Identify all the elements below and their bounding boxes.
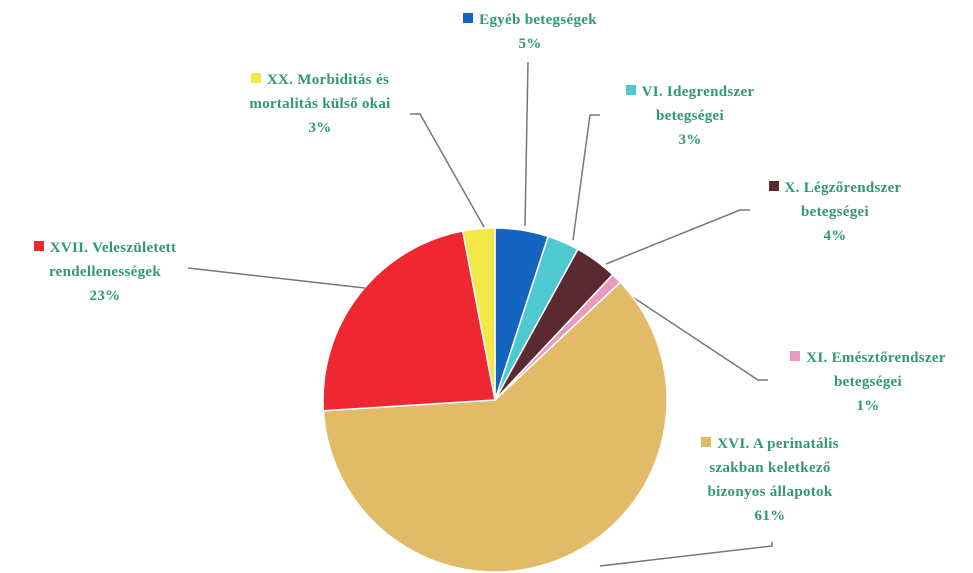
category-label: X. Légzőrendszer betegségei (784, 180, 902, 220)
slice-label: X. Légzőrendszer betegségei 4% (750, 176, 920, 248)
pie-slice (322, 281, 668, 573)
value-label: 61% (754, 508, 786, 524)
category-label: XVII. Veleszületett rendellenességek (48, 240, 177, 280)
legend-marker (33, 241, 44, 251)
category-label: XX. Morbiditás és mortalitás külső okai (249, 72, 391, 112)
pie-slice (461, 227, 496, 401)
category-label: VI. Idegrendszer betegségei (641, 84, 755, 124)
legend-marker (625, 85, 636, 95)
slice-label: VI. Idegrendszer betegségei 3% (605, 80, 775, 152)
leader-line (410, 113, 485, 228)
leader-line (605, 209, 750, 265)
legend-marker (463, 13, 474, 23)
value-label: 4% (823, 228, 847, 244)
slice-label: XX. Morbiditás és mortalitás külső okai 3… (225, 68, 415, 140)
slice-label: XVII. Veleszületett rendellenességek 23% (5, 236, 205, 308)
value-label: 1% (856, 398, 880, 414)
value-label: 3% (308, 120, 332, 136)
leader-line (524, 61, 529, 227)
leader-line (572, 114, 600, 241)
leader-line (599, 542, 773, 567)
legend-marker (768, 181, 779, 191)
value-label: 5% (518, 36, 542, 52)
slice-label: XVI. A perinatális szakban keletkező biz… (680, 432, 860, 528)
slice-label: Egyéb betegségek 5% (440, 8, 620, 56)
leader-line (187, 267, 366, 289)
slice-label: XI. Emésztőrendszer betegségei 1% (768, 346, 968, 418)
pie-slice (322, 230, 496, 412)
legend-marker (790, 351, 801, 361)
value-label: 23% (89, 288, 121, 304)
category-label: XI. Emésztőrendszer betegségei (806, 350, 946, 390)
leader-line (621, 289, 768, 381)
value-label: 3% (678, 132, 702, 148)
category-label: Egyéb betegségek (479, 12, 597, 28)
legend-marker (701, 437, 712, 447)
category-label: XVI. A perinatális szakban keletkező biz… (707, 436, 839, 500)
legend-marker (250, 73, 261, 83)
